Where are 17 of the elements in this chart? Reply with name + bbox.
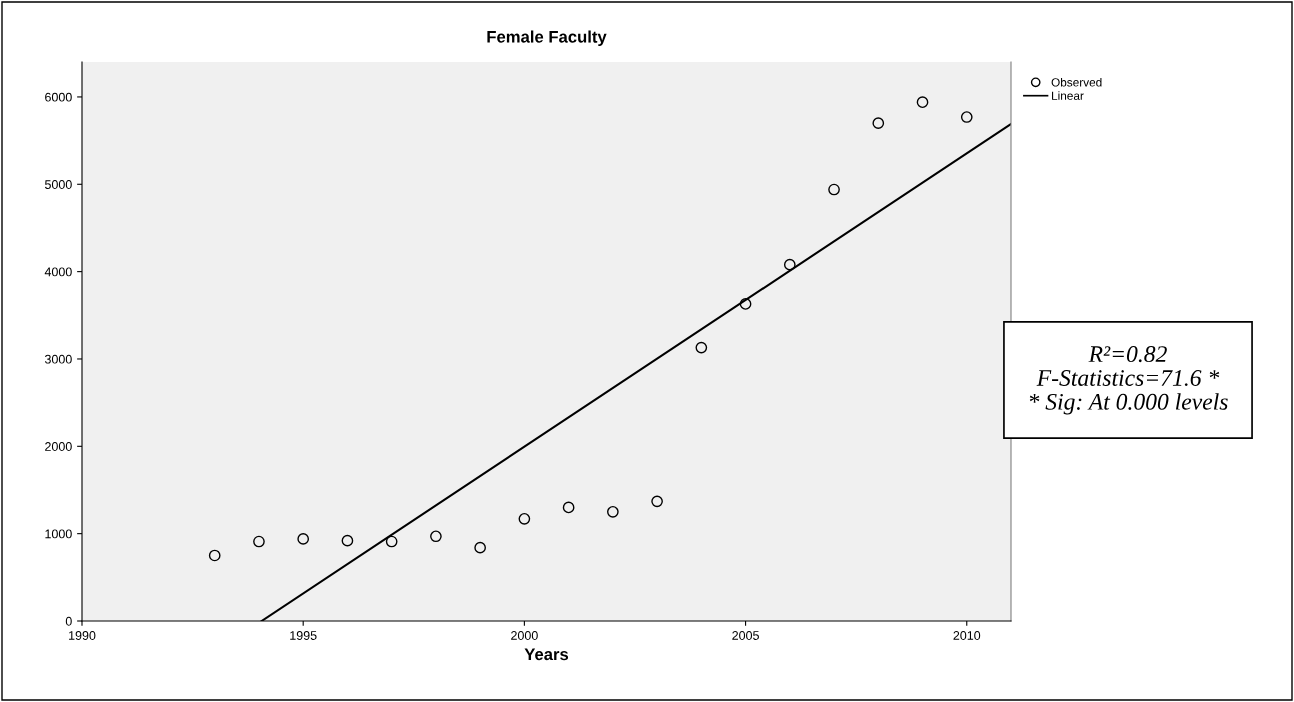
x-tick-label: 2000 (511, 631, 538, 640)
x-tick-label: 2010 (953, 631, 981, 640)
y-tick-label: 5000 (44, 180, 72, 189)
y-tick-label: 4000 (44, 267, 72, 277)
x-tick-label: 1990 (69, 631, 96, 640)
y-tick-label: 3000 (44, 354, 72, 364)
x-tick-label: 1995 (290, 631, 317, 640)
x-tick-label: 2005 (732, 631, 759, 640)
y-tick-label: 2000 (45, 442, 72, 451)
chart-title: Female Faculty (487, 30, 607, 47)
legend-label: Linear (1052, 91, 1084, 100)
y-tick-label: 6000 (45, 92, 72, 102)
y-tick-label: 1000 (45, 529, 72, 539)
legend-label: Observed (1051, 77, 1102, 87)
y-tick-label: 0 (65, 616, 72, 626)
text: R²=0.82 F-Statistics=71.6 * * Sig: At 0.000 levels (1029, 346, 1228, 415)
x-axis-title: Years (524, 648, 569, 661)
